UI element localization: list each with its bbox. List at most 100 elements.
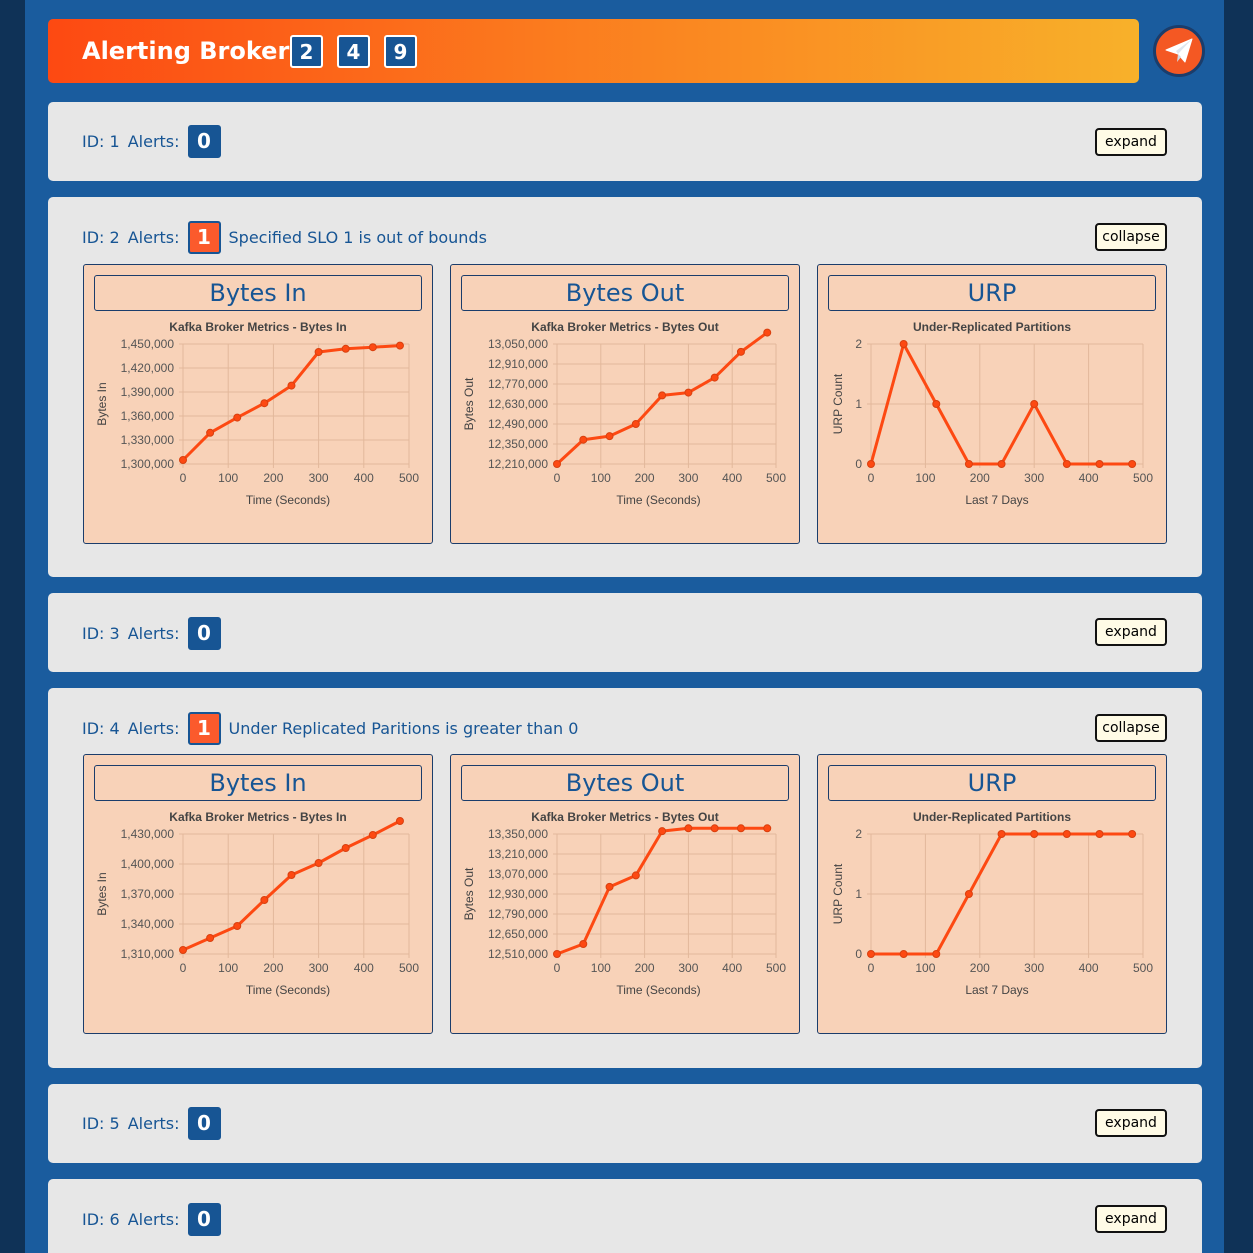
data-point <box>1129 461 1136 468</box>
x-tick-label: 0 <box>868 961 875 975</box>
x-tick-label: 400 <box>354 961 374 975</box>
alerting-broker-badge[interactable]: 4 <box>337 35 370 68</box>
bytes-out-panel: Bytes Out Kafka Broker Metrics - Bytes O… <box>450 264 800 544</box>
data-point <box>580 436 587 443</box>
broker-card: ID: 6 Alerts: 0 expand <box>48 1179 1202 1253</box>
data-point <box>965 461 972 468</box>
y-tick-label: 12,630,000 <box>488 397 548 411</box>
data-point <box>1096 461 1103 468</box>
data-point <box>261 400 268 407</box>
panel-title: URP <box>828 275 1156 311</box>
chart-title: Under-Replicated Partitions <box>913 810 1071 824</box>
x-tick-label: 400 <box>722 471 742 485</box>
x-tick-label: 400 <box>1079 961 1099 975</box>
alerts-label: Alerts: <box>128 719 180 738</box>
bytes-in-chart: Kafka Broker Metrics - Bytes In 0 100 200 30… <box>84 317 432 543</box>
data-point <box>1129 831 1136 838</box>
expand-button[interactable]: expand <box>1095 1109 1167 1137</box>
expand-button[interactable]: expand <box>1095 618 1167 646</box>
data-point <box>685 389 692 396</box>
collapse-button[interactable]: collapse <box>1095 714 1167 742</box>
data-point <box>288 382 295 389</box>
data-point <box>659 828 666 835</box>
y-tick-label: 1 <box>855 887 862 901</box>
x-axis-label: Time (Seconds) <box>246 493 330 507</box>
x-tick-label: 100 <box>591 961 611 975</box>
bytes-in-chart: Kafka Broker Metrics - Bytes In 0 100 200 30… <box>84 807 432 1033</box>
y-tick-label: 12,490,000 <box>488 417 548 431</box>
data-point <box>868 461 875 468</box>
x-tick-label: 0 <box>868 471 875 485</box>
y-tick-label: 2 <box>855 337 862 351</box>
expand-button[interactable]: expand <box>1095 1205 1167 1233</box>
chart-title: Kafka Broker Metrics - Bytes In <box>169 810 346 824</box>
data-point <box>234 414 241 421</box>
panel-title: Bytes Out <box>461 765 789 801</box>
alerting-broker-badge[interactable]: 2 <box>290 35 323 68</box>
data-point <box>764 825 771 832</box>
data-point <box>1063 831 1070 838</box>
data-point <box>554 461 561 468</box>
y-axis-label: Bytes Out <box>462 867 476 920</box>
y-tick-label: 1,370,000 <box>121 887 175 901</box>
collapse-button[interactable]: collapse <box>1095 223 1167 251</box>
series-line <box>557 828 767 954</box>
x-tick-label: 0 <box>554 471 561 485</box>
data-point <box>711 374 718 381</box>
data-point <box>261 897 268 904</box>
broker-card-header: ID: 2 Alerts: 1 Specified SLO 1 is out o… <box>82 220 487 254</box>
x-tick-label: 300 <box>678 471 698 485</box>
urp-chart: Under-Replicated Partitions 0 100 200 300 400… <box>818 317 1166 543</box>
data-point <box>288 872 295 879</box>
broker-card-header: ID: 5 Alerts: 0 <box>82 1106 221 1140</box>
alerts-label: Alerts: <box>128 228 180 247</box>
alerts-label: Alerts: <box>128 624 180 643</box>
data-point <box>180 457 187 464</box>
broker-card-header: ID: 6 Alerts: 0 <box>82 1202 221 1236</box>
x-tick-label: 100 <box>591 471 611 485</box>
paper-plane-icon <box>1163 35 1195 67</box>
data-point <box>1096 831 1103 838</box>
chart-title: Kafka Broker Metrics - Bytes Out <box>531 810 718 824</box>
x-tick-label: 300 <box>1024 961 1044 975</box>
alerting-broker-list: 2 4 9 <box>290 35 417 68</box>
data-point <box>764 329 771 336</box>
data-point <box>180 947 187 954</box>
chart-title: Kafka Broker Metrics - Bytes Out <box>531 320 718 334</box>
x-axis-label: Last 7 Days <box>965 983 1028 997</box>
expand-button[interactable]: expand <box>1095 128 1167 156</box>
y-axis-label: Bytes In <box>95 872 109 915</box>
data-point <box>933 401 940 408</box>
alerting-brokers-title: Alerting Brokers: <box>82 37 313 65</box>
x-tick-label: 300 <box>678 961 698 975</box>
y-tick-label: 1,300,000 <box>121 457 175 471</box>
data-point <box>606 433 613 440</box>
broker-id-label: ID: 6 <box>82 1210 120 1229</box>
data-point <box>554 951 561 958</box>
urp-panel: URP Under-Replicated Partitions 0 100 200 30… <box>817 754 1167 1034</box>
x-tick-label: 300 <box>309 961 329 975</box>
y-tick-label: 0 <box>855 457 862 471</box>
send-button[interactable] <box>1153 25 1205 77</box>
x-axis-label: Time (Seconds) <box>616 983 700 997</box>
x-tick-label: 400 <box>1079 471 1099 485</box>
y-tick-label: 13,050,000 <box>488 337 548 351</box>
y-tick-label: 1,330,000 <box>121 433 175 447</box>
y-tick-label: 1,430,000 <box>121 827 175 841</box>
alerts-label: Alerts: <box>128 132 180 151</box>
broker-id-label: ID: 5 <box>82 1114 120 1133</box>
x-tick-label: 400 <box>722 961 742 975</box>
x-axis-label: Time (Seconds) <box>246 983 330 997</box>
broker-id-label: ID: 2 <box>82 228 120 247</box>
x-tick-label: 100 <box>915 961 935 975</box>
series-line <box>183 821 400 950</box>
x-axis-label: Last 7 Days <box>965 493 1028 507</box>
x-tick-label: 200 <box>635 471 655 485</box>
y-tick-label: 1,390,000 <box>121 385 175 399</box>
x-tick-label: 100 <box>915 471 935 485</box>
alerting-broker-badge[interactable]: 9 <box>384 35 417 68</box>
data-point <box>342 845 349 852</box>
data-point <box>234 923 241 930</box>
y-tick-label: 12,790,000 <box>488 907 548 921</box>
bytes-out-chart: Kafka Broker Metrics - Bytes Out 0 100 200 3… <box>451 807 799 1033</box>
